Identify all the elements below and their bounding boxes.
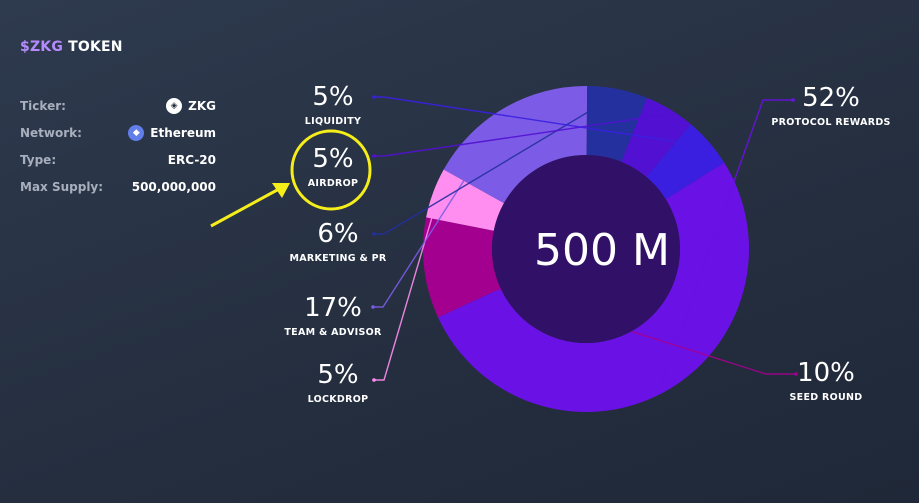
slice-percent-airdrop: 5%: [312, 144, 353, 174]
ethereum-icon: ◆: [128, 124, 145, 141]
max-supply-value: 500,000,000: [131, 179, 216, 194]
leader-line-team-advisor: [373, 112, 508, 308]
donut-slice-marketing-pr: [586, 86, 648, 162]
leader-line-protocol-rewards: [660, 99, 793, 388]
leader-dot-lockdrop: [372, 378, 376, 382]
slice-label-lockdrop: LOCKDROP: [308, 394, 369, 405]
leader-line-lockdrop: [374, 194, 440, 381]
token-symbol: $ZKG: [20, 39, 64, 55]
info-row-network: Network: ◆ Ethereum: [20, 119, 216, 146]
donut-slice-liquidity: [646, 124, 725, 200]
donut-center: [492, 155, 680, 343]
leader-dot-team-advisor: [371, 305, 375, 309]
donut-slice-team-advisor: [443, 86, 588, 204]
info-row-type: Type: ERC-20: [20, 146, 216, 173]
title-rest: TOKEN: [68, 39, 123, 55]
slice-percent-marketing-pr: 6%: [317, 219, 358, 249]
highlight-circle: [290, 129, 372, 211]
leader-dot-marketing-pr: [372, 232, 376, 236]
slice-percent-seed-round: 10%: [797, 358, 855, 388]
info-row-ticker: Ticker: ◈ ZKG: [20, 92, 216, 119]
slice-percent-team-advisor: 17%: [304, 293, 362, 323]
donut-slice-airdrop: [621, 97, 691, 177]
slice-percent-protocol-rewards: 52%: [802, 83, 860, 113]
donut-slice-seed-round: [422, 217, 501, 318]
highlight-arrow-head: [272, 183, 290, 198]
leader-line-liquidity: [374, 96, 705, 147]
ticker-label: Ticker:: [20, 98, 66, 113]
highlight-arrow-line: [210, 187, 280, 228]
info-row-max-supply: Max Supply: 500,000,000: [20, 173, 216, 200]
leader-dot-seed-round: [794, 372, 798, 376]
token-info-panel: Ticker: ◈ ZKG Network: ◆ Ethereum Type: …: [20, 92, 216, 200]
slice-percent-lockdrop: 5%: [317, 360, 358, 390]
max-supply-label: Max Supply:: [20, 179, 104, 194]
network-text: Ethereum: [150, 125, 216, 140]
slice-percent-liquidity: 5%: [312, 82, 353, 112]
network-label: Network:: [20, 125, 82, 140]
type-value: ERC-20: [167, 152, 216, 167]
slice-label-airdrop: AIRDROP: [308, 178, 359, 189]
leader-dot-liquidity: [372, 95, 376, 99]
leader-line-marketing-pr: [374, 94, 617, 235]
donut-slice-protocol-rewards: [438, 162, 750, 413]
slice-label-team-advisor: TEAM & ADVISOR: [284, 327, 382, 338]
ticker-value: ◈ ZKG: [166, 97, 216, 114]
leader-line-airdrop: [374, 113, 667, 157]
center-total-label: 500 M: [534, 225, 670, 276]
slice-label-marketing-pr: MARKETING & PR: [289, 253, 386, 264]
slice-label-protocol-rewards: PROTOCOL REWARDS: [771, 117, 890, 128]
type-label: Type:: [20, 152, 57, 167]
zkg-logo-icon: ◈: [166, 97, 183, 114]
leader-dot-protocol-rewards: [791, 98, 795, 102]
page-title: $ZKG TOKEN: [20, 39, 123, 55]
leader-dot-airdrop: [372, 154, 376, 158]
slice-label-seed-round: SEED ROUND: [790, 392, 863, 403]
donut-slice-lockdrop: [426, 169, 504, 231]
ticker-text: ZKG: [188, 98, 216, 113]
slice-label-liquidity: LIQUIDITY: [305, 116, 361, 127]
network-value: ◆ Ethereum: [128, 124, 216, 141]
